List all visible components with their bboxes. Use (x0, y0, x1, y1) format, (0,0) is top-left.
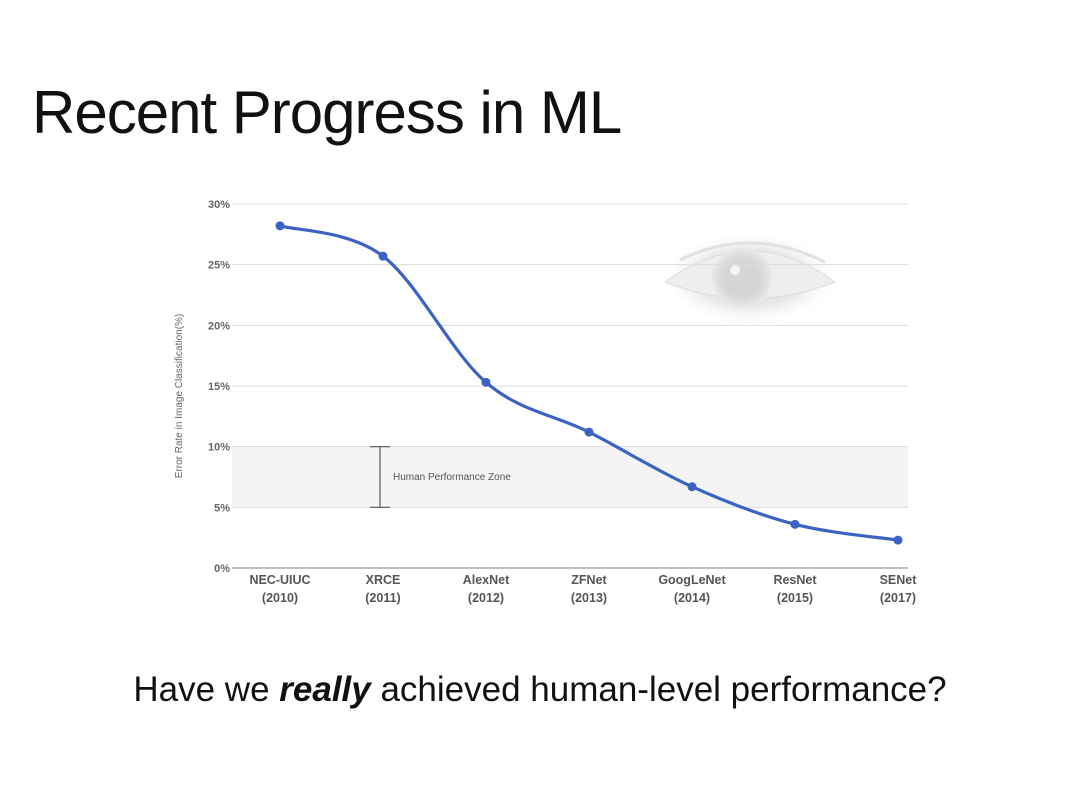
x-tick-year: (2015) (777, 591, 813, 605)
x-tick-label: XRCE (366, 573, 401, 587)
x-tick-year: (2014) (674, 591, 710, 605)
y-tick-label: 30% (208, 199, 230, 211)
error-rate-chart: 0% 5% 10% 15% 20% 25% 30% NEC-UIUC (2010) XRCE (2… (174, 199, 917, 605)
y-tick-label: 5% (214, 502, 230, 514)
x-tick-label: ZFNet (571, 573, 607, 587)
data-point (378, 251, 388, 261)
x-tick-label: GoogLeNet (658, 573, 726, 587)
data-point (687, 482, 697, 492)
x-tick-label: ResNet (773, 573, 817, 587)
y-tick-label: 25% (208, 260, 230, 272)
y-tick-label: 10% (208, 442, 230, 454)
x-tick-label: NEC-UIUC (249, 573, 310, 587)
data-points (275, 221, 903, 545)
question-pre: Have we (133, 670, 280, 709)
slide-question: Have we really achieved human-level perf… (0, 670, 1080, 710)
x-axis-ticks: NEC-UIUC (2010) XRCE (2011) AlexNet (2012) ZFN… (249, 573, 917, 605)
band-label: Human Performance Zone (393, 472, 511, 483)
data-point (481, 377, 491, 387)
band-marker: Human Performance Zone (370, 446, 511, 508)
question-emphasis: really (279, 670, 371, 709)
x-tick-year: (2011) (365, 591, 400, 605)
y-tick-label: 15% (208, 381, 230, 393)
x-tick-label: SENet (880, 573, 918, 587)
data-point (275, 221, 285, 231)
x-tick-year: (2017) (880, 591, 916, 605)
slide-title: Recent Progress in ML (32, 79, 622, 146)
data-point (893, 535, 903, 545)
y-tick-label: 0% (214, 563, 230, 575)
x-tick-year: (2010) (262, 591, 298, 605)
question-post: achieved human-level performance? (370, 670, 947, 709)
x-tick-year: (2013) (571, 591, 607, 605)
x-tick-year: (2012) (468, 591, 504, 605)
y-axis-label: Error Rate in Image Classification(%) (174, 314, 185, 479)
grid-layer (232, 203, 908, 569)
y-tick-label: 20% (208, 320, 230, 332)
data-point (584, 427, 594, 437)
data-point (790, 519, 800, 529)
eye-icon (660, 230, 840, 326)
human-performance-band (232, 446, 908, 508)
y-axis-ticks: 0% 5% 10% 15% 20% 25% 30% (208, 199, 230, 575)
x-tick-label: AlexNet (463, 573, 510, 587)
